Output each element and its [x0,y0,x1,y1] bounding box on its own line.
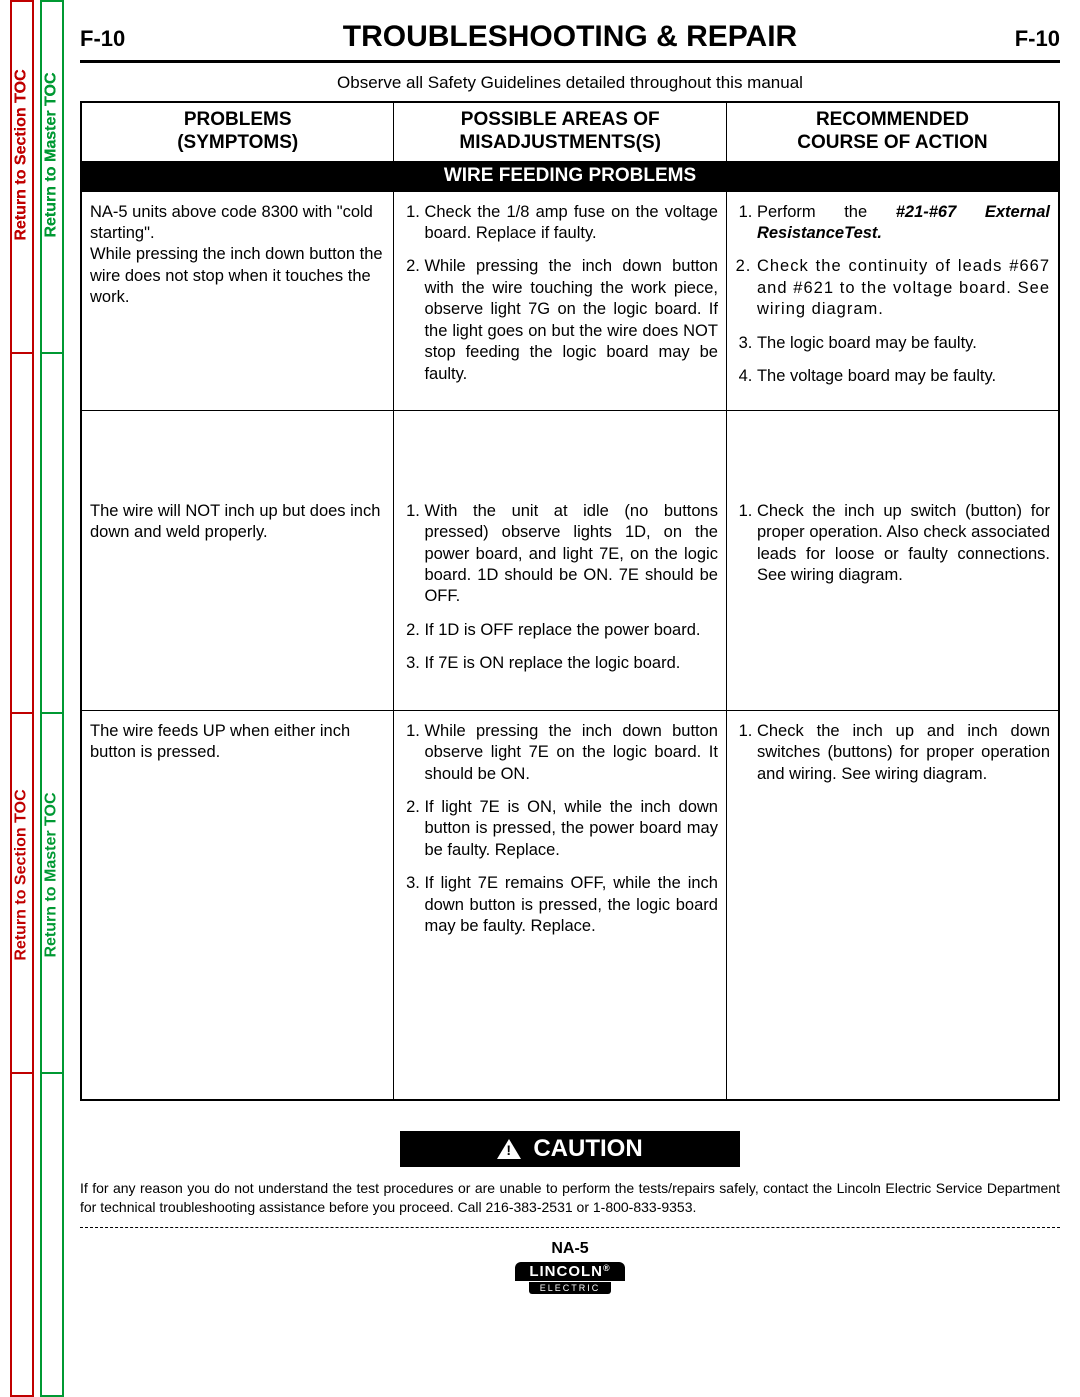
problem-cell: NA-5 units above code 8300 with "cold st… [81,191,394,410]
misadjust-cell: Check the 1/8 amp fuse on the voltage bo… [394,191,727,410]
col-header-action: RECOMMENDEDCOURSE OF ACTION [726,102,1059,161]
problem-text: The wire will NOT inch up but does inch … [90,502,380,541]
caution-text: If for any reason you do not understand … [80,1179,1060,1217]
page-header: F-10 TROUBLESHOOTING & REPAIR F-10 [80,20,1060,63]
list-item: While pressing the inch down button obse… [424,721,718,785]
caution-label: CAUTION [533,1135,642,1163]
problem-text: NA-5 units above code 8300 with "cold st… [90,203,383,307]
list-item: If 1D is OFF replace the power board. [424,620,718,641]
return-master-toc-link[interactable]: Return to Master TOC [42,2,62,307]
col-header-misadjust: POSSIBLE AREAS OFMISADJUSTMENTS(S) [394,102,727,161]
side-tabs: Return to Section TOC Return to Section … [10,0,70,1397]
list-item: The voltage board may be faulty. [757,366,1050,387]
problem-cell: The wire feeds UP when either inch butto… [81,710,394,1100]
page-content: F-10 TROUBLESHOOTING & REPAIR F-10 Obser… [80,20,1060,1377]
problem-cell: The wire will NOT inch up but does inch … [81,410,394,710]
list-item: While pressing the inch down button with… [424,256,718,385]
list-item: If light 7E is ON, while the inch down b… [424,797,718,861]
misadjust-cell: While pressing the inch down button obse… [394,710,727,1100]
return-master-toc-link[interactable]: Return to Master TOC [42,722,62,1027]
list-item: If light 7E remains OFF, while the inch … [424,873,718,937]
page-number-right: F-10 [1015,26,1060,52]
list-item: The logic board may be faulty. [757,333,1050,354]
section-bar: WIRE FEEDING PROBLEMS [81,161,1059,192]
list-item: If 7E is ON replace the logic board. [424,653,718,674]
list-item: Check the 1/8 amp fuse on the voltage bo… [424,202,718,245]
safety-subtitle: Observe all Safety Guidelines detailed t… [80,73,1060,93]
lincoln-logo: LINCOLN® ELECTRIC [515,1262,625,1294]
action-cell: Check the inch up switch (button) for pr… [726,410,1059,710]
problem-text: The wire feeds UP when either inch butto… [90,722,350,761]
list-item: Check the inch up switch (button) for pr… [757,501,1050,587]
page-footer: NA-5 LINCOLN® ELECTRIC [80,1240,1060,1294]
caution-banner: CAUTION [400,1131,740,1167]
list-item: Perform the #21-#67 External ResistanceT… [757,202,1050,245]
action-cell: Check the inch up and inch down switches… [726,710,1059,1100]
return-section-toc-link[interactable]: Return to Section TOC [12,2,32,307]
troubleshooting-table: PROBLEMS(SYMPTOMS) POSSIBLE AREAS OFMISA… [80,101,1060,1101]
master-toc-column: Return to Master TOC Return to Master TO… [40,0,64,1397]
dashed-divider [80,1227,1060,1228]
page-number-left: F-10 [80,26,125,52]
section-toc-column: Return to Section TOC Return to Section … [10,0,34,1397]
model-number: NA-5 [80,1240,1060,1258]
page-title: TROUBLESHOOTING & REPAIR [343,20,797,54]
list-item: With the unit at idle (no buttons presse… [424,501,718,608]
col-header-problems: PROBLEMS(SYMPTOMS) [81,102,394,161]
misadjust-cell: With the unit at idle (no buttons presse… [394,410,727,710]
warning-icon [497,1139,521,1159]
return-section-toc-link[interactable]: Return to Section TOC [12,722,32,1027]
action-cell: Perform the #21-#67 External ResistanceT… [726,191,1059,410]
list-item: Check the inch up and inch down switches… [757,721,1050,785]
list-item: Check the continuity of leads #667 and #… [757,256,1050,320]
